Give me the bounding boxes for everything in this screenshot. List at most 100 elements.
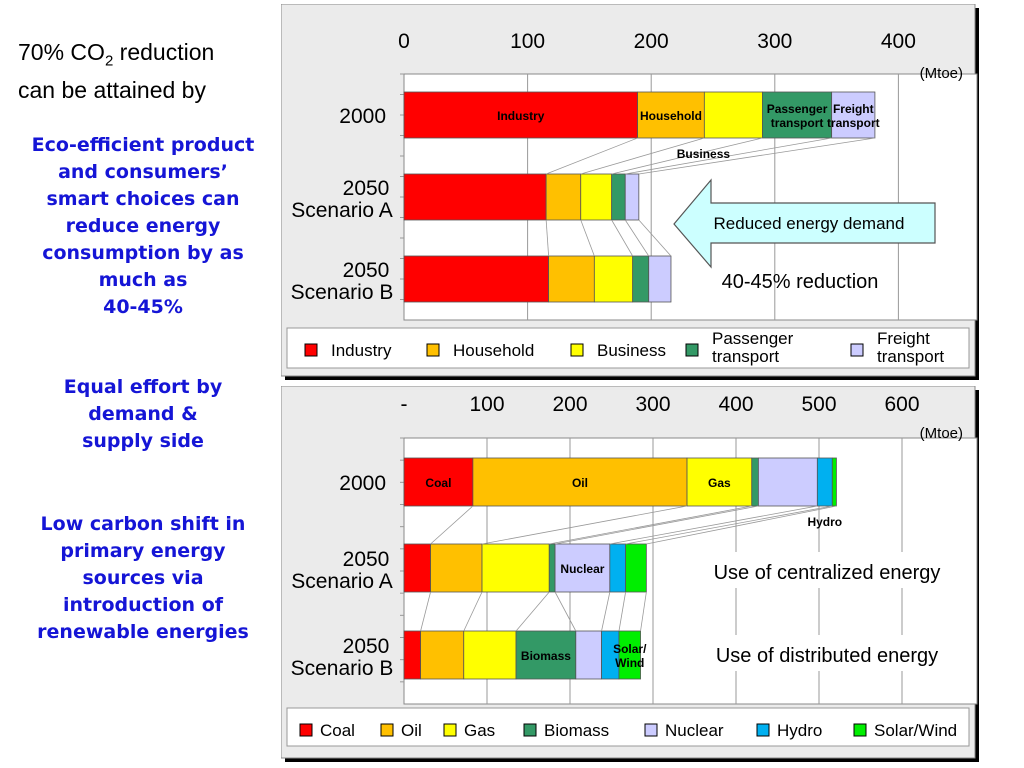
eco-efficiency-line: consumption by as (42, 242, 244, 264)
eco-efficiency-text: Eco-efficient product and consumers’ smart… (14, 132, 272, 321)
x-tick-label: 400 (881, 30, 916, 53)
bar-segment-coal (403, 457, 474, 507)
legend-swatch (685, 343, 699, 357)
legend-swatch (380, 723, 394, 737)
connector-line (580, 137, 705, 175)
bar-segment-oil (430, 543, 483, 593)
connector-line (545, 219, 550, 257)
connector-line (463, 591, 483, 632)
headline-line2: can be attained by (18, 76, 206, 103)
legend-swatch (304, 343, 318, 357)
bar-segment-passenger-transport (611, 173, 626, 221)
x-tick-label: 100 (469, 393, 504, 416)
eco-efficiency-line: and consumers’ (58, 161, 228, 183)
connector-line (549, 505, 752, 545)
low-carbon-line: Low carbon shift in (40, 513, 246, 535)
x-tick-label: 600 (884, 393, 919, 416)
equal-effort-text: Equal effort by demand & supply side (14, 374, 272, 455)
segment-label: Nuclear (560, 562, 604, 576)
connector-line (625, 505, 833, 545)
segment-label: Solar/ (613, 642, 647, 656)
connector-line (638, 219, 672, 257)
bar-segment-industry (403, 173, 547, 221)
bar-segment-solar-wind (625, 543, 647, 593)
bar-segment-coal (403, 630, 422, 680)
segment-label: transport (827, 116, 880, 130)
legend-label: Nuclear (665, 721, 724, 740)
legend-label: Oil (401, 721, 422, 740)
segment-label: transport (771, 116, 824, 130)
segment-label: Industry (497, 109, 545, 123)
headline: 70% CO2 reduction can be attained by (18, 38, 280, 104)
segment-label: Gas (708, 476, 731, 490)
x-tick-label: 200 (552, 393, 587, 416)
bar-segment-coal (403, 543, 431, 593)
connector-line (611, 137, 763, 175)
connector-line (638, 137, 875, 175)
bar-segment-biomass (751, 457, 759, 507)
x-tick-label: 300 (757, 30, 792, 53)
unit-label: (Mtoe) (920, 425, 963, 442)
category-label: 2050 (343, 635, 390, 658)
bar-segment-household (545, 173, 582, 221)
low-carbon-text: Low carbon shift in primary energy sources… (14, 511, 272, 646)
bar-segment-gas (481, 543, 550, 593)
eco-efficiency-line: 40-45% (103, 296, 183, 318)
centralized-energy-label: Use of centralized energy (714, 562, 941, 584)
low-carbon-line: sources via (82, 567, 204, 589)
bar-segment-business (593, 255, 634, 303)
equal-effort-line: supply side (82, 430, 204, 452)
category-label: 2000 (339, 105, 386, 128)
legend-swatch (570, 343, 584, 357)
bar-segment-biomass (548, 543, 556, 593)
bar-segment-freight-transport (648, 255, 672, 303)
segment-label: Oil (572, 476, 588, 490)
connector-line (545, 137, 638, 175)
category-label: Scenario A (291, 570, 393, 593)
connector-line (481, 505, 688, 545)
connector-line (580, 219, 595, 257)
connector-line (640, 591, 647, 632)
legend-swatch (850, 343, 864, 357)
legend-swatch (443, 723, 457, 737)
legend-label: Coal (320, 721, 355, 740)
connector-line (625, 137, 832, 175)
equal-effort-line: demand & (88, 403, 198, 425)
x-tick-label: 200 (634, 30, 669, 53)
bar-segment-oil (472, 457, 688, 507)
bar-segment-solar-wind (831, 457, 837, 507)
connector-line (609, 505, 818, 545)
bar-segment-nuclear (575, 630, 602, 680)
connector-line (430, 505, 474, 545)
x-tick-label: 400 (718, 393, 753, 416)
legend-label: transport (712, 347, 779, 366)
bar-segment-nuclear (758, 457, 818, 507)
segment-label: Passenger (767, 102, 828, 116)
segment-label: Household (640, 109, 702, 123)
legend-label: Biomass (544, 721, 609, 740)
bar-segment-hydro (816, 457, 833, 507)
category-label: 2050 (343, 548, 390, 571)
x-tick-label: 0 (398, 30, 410, 53)
connector-line (601, 591, 611, 632)
headline-line1: 70% CO2 reduction (18, 39, 215, 70)
callout-bg (689, 635, 965, 671)
bar-segment-oil (420, 630, 465, 680)
bar-segment-freight-transport (624, 173, 640, 221)
x-tick-label: 300 (635, 393, 670, 416)
legend-label: Solar/Wind (874, 721, 957, 740)
segment-label: Wind (615, 656, 644, 670)
bar-segment-gas (686, 457, 753, 507)
bar-segment-passenger-transport (762, 91, 833, 139)
bar-segment-business (703, 91, 763, 139)
distributed-energy-label: Use of distributed energy (716, 645, 938, 667)
eco-efficiency-line: smart choices can (46, 188, 240, 210)
bar-segment-household (548, 255, 595, 303)
legend-label: Household (453, 341, 534, 360)
reduced-demand-label: Reduced energy demand (714, 214, 905, 233)
legend-label: Gas (464, 721, 495, 740)
legend-swatch (299, 723, 313, 737)
category-label: 2050 (343, 259, 390, 282)
legend-label: transport (877, 347, 944, 366)
